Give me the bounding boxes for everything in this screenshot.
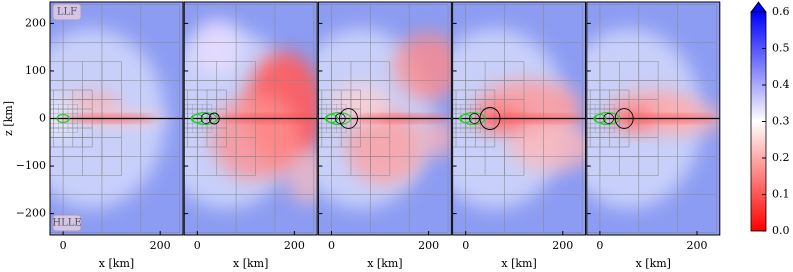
contour-black: [334, 113, 346, 124]
y-tick-label: −100: [16, 159, 46, 172]
x-axis-label: x [km]: [233, 257, 268, 270]
contour-black: [200, 113, 212, 124]
colorbar-tick-label: 0.6: [772, 5, 790, 18]
contour-green: [324, 113, 339, 124]
top-label: LLF: [57, 7, 77, 18]
field-blob: [284, 147, 318, 205]
x-axis-label: x [km]: [636, 257, 671, 270]
x-tick-label: 200: [686, 239, 707, 252]
x-tick-label: 0: [194, 239, 201, 252]
top-label-box: [52, 3, 82, 21]
colorbar-label-main: Y: [791, 119, 793, 128]
contour-green: [326, 112, 352, 125]
x-tick-label: 200: [284, 239, 305, 252]
y-axis-label: z [km]: [2, 101, 15, 136]
x-tick-label: 0: [596, 239, 603, 252]
colorbar-tick-label: 0.5: [772, 42, 790, 55]
contour-black: [339, 108, 358, 129]
field-blob: [418, 118, 452, 157]
contour-green: [593, 113, 607, 124]
x-tick-label: 0: [462, 239, 469, 252]
x-axis-label: x [km]: [501, 257, 536, 270]
contour-green: [460, 112, 486, 125]
panel: 0 200 x [km] −200 −100 0 100 200 LLF HLLE: [16, 1, 184, 270]
panel: 0 200 x [km]: [586, 1, 721, 270]
x-tick-label: 200: [150, 239, 171, 252]
colorbar-tick-label: 0.4: [772, 78, 790, 91]
panel-field: [184, 2, 318, 235]
field-blob: [509, 123, 586, 171]
y-tick-label: −200: [16, 207, 46, 220]
contour-green: [192, 112, 218, 125]
y-tick-label: 100: [25, 64, 46, 77]
contour-black: [479, 107, 501, 130]
field-blob: [394, 32, 452, 100]
bottom-label: HLLE: [52, 218, 81, 229]
y-tick-label: 200: [25, 16, 46, 29]
colorbar-tick-label: 0.0: [772, 224, 790, 237]
x-tick-label: 0: [328, 239, 335, 252]
panel: 0 200 x [km]: [452, 1, 587, 270]
y-tick-label: 0: [39, 112, 46, 125]
x-axis-label: x [km]: [367, 257, 402, 270]
panel-field: [50, 2, 183, 235]
colorbar-label: Ye: [791, 115, 793, 127]
contour-black: [614, 108, 634, 129]
contour-green: [594, 112, 620, 125]
colorbar-tick-label: 0.1: [772, 188, 790, 201]
panel-field: [586, 2, 720, 235]
contour-black: [208, 112, 220, 125]
panel-field: [452, 2, 586, 235]
field-blob: [346, 108, 424, 186]
colorbar-tick-label: 0.3: [772, 115, 790, 128]
colorbar-tick-label: 0.2: [772, 151, 790, 164]
bottom-label-box: [52, 214, 82, 232]
x-axis-label: x [km]: [99, 257, 134, 270]
x-tick-label: 200: [418, 239, 439, 252]
contour-green: [56, 113, 70, 124]
colorbar: [751, 12, 766, 231]
panel: 0 200 x [km]: [183, 1, 318, 270]
contour-black: [469, 113, 480, 124]
colorbar-extend: [750, 1, 767, 13]
panel: 0 200 x [km]: [317, 1, 452, 270]
contour-black: [603, 113, 614, 124]
x-tick-label: 0: [60, 239, 67, 252]
x-tick-label: 200: [552, 239, 573, 252]
contour-green: [190, 113, 204, 124]
contour-green: [459, 113, 473, 124]
panel-field: [318, 2, 452, 235]
